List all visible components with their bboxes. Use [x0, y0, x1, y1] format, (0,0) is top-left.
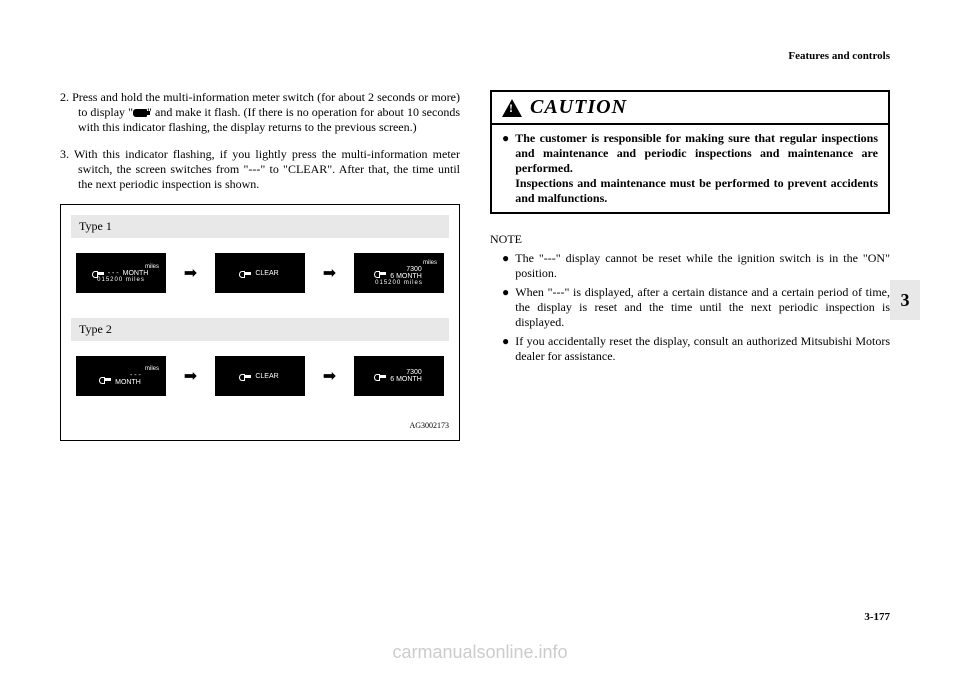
- t1s2-text: CLEAR: [255, 270, 278, 277]
- t1s3-main: 7300 6 MONTH: [376, 266, 422, 280]
- type2-screen3: 7300 6 MONTH: [354, 356, 444, 396]
- type1-screen3: miles 7300 6 MONTH 015200 miles: [354, 253, 444, 293]
- figure-box: Type 1 miles - - - MONTH 015200 miles ➡ …: [60, 204, 460, 441]
- note2-text: When "---" is displayed, after a certain…: [515, 285, 890, 330]
- type1-screen1: miles - - - MONTH 015200 miles: [76, 253, 166, 293]
- arrow-icon: ➡: [184, 263, 197, 283]
- right-column: CAUTION ● The customer is responsible fo…: [490, 90, 890, 441]
- note-item-2: ● When "---" is displayed, after a certa…: [490, 285, 890, 330]
- bullet-icon: ●: [502, 285, 509, 330]
- key-icon: [133, 109, 147, 117]
- note-item-1: ● The "---" display cannot be reset whil…: [490, 251, 890, 281]
- t2s1-main: - - - MONTH: [101, 372, 141, 386]
- t2s1-top: miles: [145, 366, 159, 372]
- t1s3-odo: 015200 miles: [375, 280, 423, 286]
- bullet-icon: ●: [502, 251, 509, 281]
- type2-row: miles - - - MONTH ➡ CLEAR: [71, 356, 449, 396]
- t1s2-main: CLEAR: [241, 270, 278, 277]
- bullet-icon: ●: [502, 131, 509, 206]
- t1s3-value: 7300: [406, 266, 422, 273]
- note1-text: The "---" display cannot be reset while …: [515, 251, 890, 281]
- t1s1-main: - - - MONTH: [94, 270, 149, 277]
- type2-screen1: miles - - - MONTH: [76, 356, 166, 396]
- wrench-icon: [241, 375, 251, 378]
- side-tab: 3: [890, 280, 920, 320]
- arrow-icon: ➡: [323, 366, 336, 386]
- t1s1-odo: 015200 miles: [97, 277, 145, 283]
- wrench-icon: [241, 272, 251, 275]
- wrench-icon: [376, 375, 386, 378]
- note3-text: If you accidentally reset the display, c…: [515, 334, 890, 364]
- type1-screen2: CLEAR: [215, 253, 305, 293]
- t2s3-value: 7300: [406, 369, 422, 376]
- t2s2-main: CLEAR: [241, 373, 278, 380]
- t1s3-top: miles: [423, 260, 437, 266]
- caution-title: CAUTION: [530, 96, 627, 119]
- wrench-icon: [101, 378, 111, 381]
- t2s1-dashes: - - -: [130, 372, 141, 379]
- type2-screen2: CLEAR: [215, 356, 305, 396]
- t1s3-mv: 6: [390, 273, 394, 280]
- t2s3-month: MONTH: [396, 376, 422, 383]
- warning-triangle-icon: [502, 99, 522, 117]
- caution-text2: Inspections and maintenance must be perf…: [515, 176, 878, 206]
- t1s1-month: MONTH: [123, 270, 149, 277]
- bullet-icon: ●: [502, 334, 509, 364]
- content-area: 2. Press and hold the multi-information …: [60, 90, 900, 441]
- t1s1-dashes: - - -: [108, 270, 119, 277]
- header-title: Features and controls: [788, 50, 890, 62]
- caution-box: CAUTION ● The customer is responsible fo…: [490, 90, 890, 214]
- page-number: 3-177: [864, 611, 890, 623]
- arrow-icon: ➡: [184, 366, 197, 386]
- type2-label: Type 2: [71, 318, 449, 341]
- note-title: NOTE: [490, 232, 890, 247]
- caution-body: ● The customer is responsible for making…: [492, 125, 888, 212]
- t2s1-month: MONTH: [115, 379, 141, 386]
- t1s3-month: MONTH: [396, 273, 422, 280]
- watermark: carmanualsonline.info: [392, 642, 567, 663]
- t2s2-text: CLEAR: [255, 373, 278, 380]
- t2s3-mv: 6: [390, 376, 394, 383]
- note-item-3: ● If you accidentally reset the display,…: [490, 334, 890, 364]
- wrench-icon: [94, 272, 104, 275]
- caution-text1: The customer is responsible for making s…: [515, 131, 878, 176]
- type1-row: miles - - - MONTH 015200 miles ➡ CLEAR ➡: [71, 253, 449, 293]
- caution-header: CAUTION: [492, 92, 888, 125]
- step3-num: 3.: [60, 147, 69, 161]
- step2-num: 2.: [60, 90, 69, 104]
- step-2: 2. Press and hold the multi-information …: [60, 90, 460, 135]
- wrench-icon: [376, 272, 386, 275]
- step-3: 3. With this indicator flashing, if you …: [60, 147, 460, 192]
- figure-id: AG3002173: [71, 421, 449, 430]
- step3-text: With this indicator flashing, if you lig…: [74, 147, 460, 191]
- t2s3-main: 7300 6 MONTH: [376, 369, 422, 383]
- type1-label: Type 1: [71, 215, 449, 238]
- arrow-icon: ➡: [323, 263, 336, 283]
- left-column: 2. Press and hold the multi-information …: [60, 90, 460, 441]
